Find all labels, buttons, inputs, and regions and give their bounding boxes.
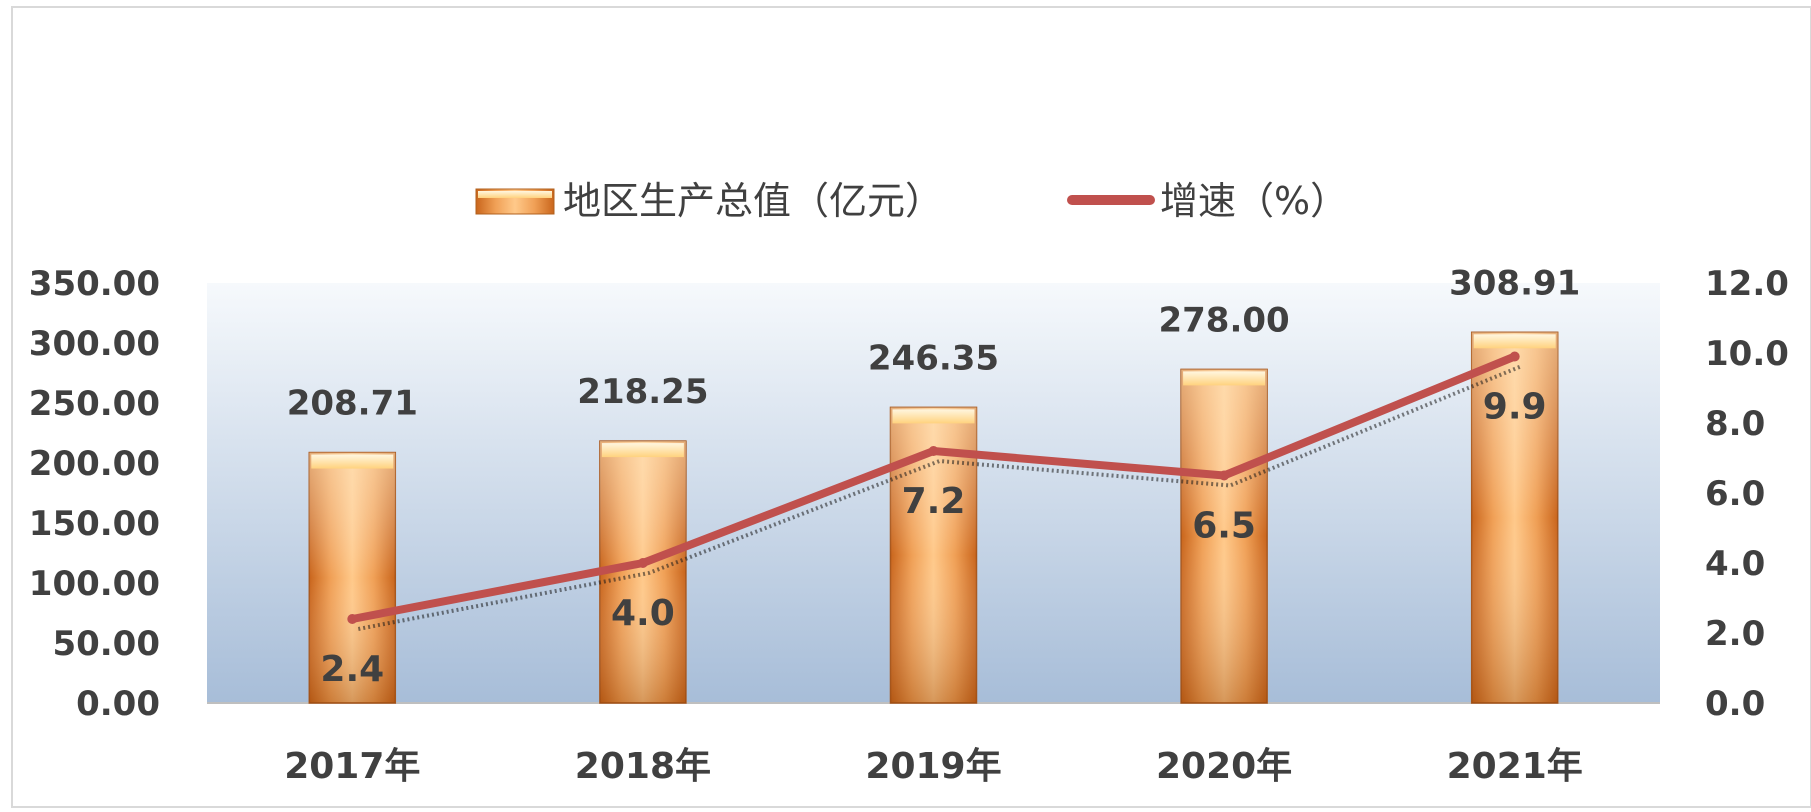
growth-value-label: 9.9	[1483, 387, 1547, 428]
bar-value-label: 208.71	[287, 384, 418, 424]
legend: 地区生产总值（亿元） 增速（%）	[475, 179, 1348, 223]
legend-item-growth: 增速（%）	[1067, 179, 1348, 223]
growth-point	[347, 614, 358, 624]
y-right-tick-label: 10.0	[1705, 334, 1789, 374]
x-category-label: 2018年	[575, 746, 711, 787]
y-axis-left: 0.00 50.00 100.00 150.00 200.00 250.00 300.00 3…	[29, 264, 160, 724]
y-left-tick-label: 350.00	[29, 264, 160, 304]
bar-value-label: 308.91	[1449, 263, 1580, 303]
bar-cap	[1183, 371, 1266, 386]
legend-swatch-bar-top	[478, 191, 552, 198]
bar-shade	[1181, 369, 1268, 703]
x-category-label: 2017年	[284, 746, 420, 787]
x-category-label: 2021年	[1447, 746, 1583, 787]
y-right-tick-label: 8.0	[1705, 404, 1765, 444]
y-left-tick-label: 300.00	[29, 324, 160, 364]
growth-point	[928, 446, 939, 456]
bar	[889, 406, 978, 704]
legend-label-gdp: 地区生产总值（亿元）	[563, 179, 943, 223]
x-category-label: 2020年	[1156, 746, 1292, 787]
bar-value-labels: 208.71 218.25 246.35 278.00 308.91	[287, 263, 1581, 423]
growth-point	[637, 558, 648, 568]
bar-value-label: 218.25	[577, 372, 708, 412]
growth-line-series	[347, 351, 1522, 631]
y-right-tick-label: 12.0	[1705, 264, 1789, 304]
y-left-tick-label: 250.00	[29, 384, 160, 424]
growth-value-label: 2.4	[320, 649, 384, 690]
bar-value-label: 278.00	[1158, 300, 1289, 340]
y-left-tick-label: 200.00	[29, 444, 160, 484]
bar	[1470, 331, 1559, 704]
growth-point	[1219, 470, 1230, 481]
legend-label-growth: 增速（%）	[1160, 179, 1348, 223]
growth-value-label: 4.0	[611, 593, 675, 634]
bar-series	[308, 331, 1559, 704]
bar-shade	[309, 452, 396, 703]
bar-cap	[601, 443, 684, 458]
y-right-tick-label: 6.0	[1705, 474, 1765, 514]
growth-value-label: 6.5	[1192, 506, 1256, 547]
y-right-tick-label: 4.0	[1705, 544, 1765, 584]
growth-point	[1509, 351, 1520, 362]
y-right-tick-label: 2.0	[1705, 614, 1765, 654]
bar-value-label: 246.35	[868, 338, 999, 378]
bar	[1180, 368, 1268, 704]
y-right-tick-label: 0.0	[1705, 684, 1765, 724]
y-left-tick-label: 100.00	[29, 564, 160, 604]
bar	[308, 451, 397, 704]
growth-value-labels: 2.4 4.0 7.2 6.5 9.9	[320, 387, 1546, 691]
x-category-label: 2019年	[865, 746, 1001, 787]
growth-value-label: 7.2	[902, 481, 966, 522]
y-left-tick-label: 150.00	[29, 504, 160, 544]
bar-cap	[311, 454, 394, 469]
legend-item-gdp: 地区生产总值（亿元）	[475, 179, 943, 223]
y-axis-right: 0.0 2.0 4.0 6.0 8.0 10.0 12.0	[1705, 264, 1789, 724]
x-axis-categories: 2017年 2018年 2019年 2020年 2021年	[284, 746, 1583, 787]
y-left-tick-label: 0.00	[76, 684, 160, 724]
y-left-tick-label: 50.00	[52, 624, 160, 664]
bar-cap	[1473, 334, 1556, 349]
bar-shade	[1471, 332, 1558, 703]
bar-cap	[892, 409, 975, 424]
